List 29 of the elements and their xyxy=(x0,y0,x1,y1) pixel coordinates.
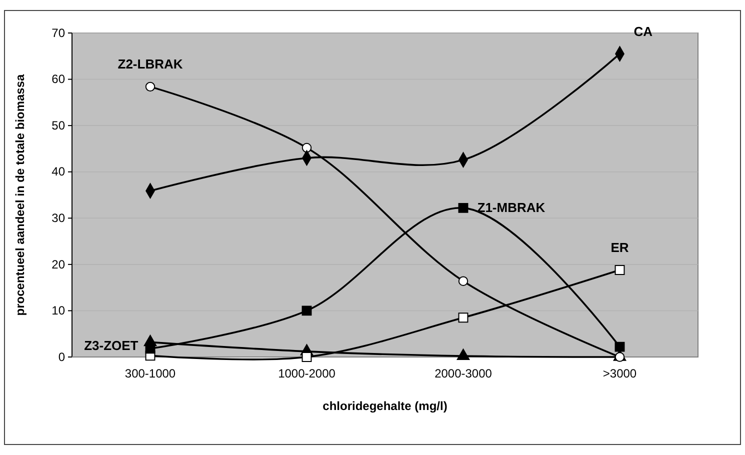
point xyxy=(302,142,312,153)
series-label: ER xyxy=(610,240,630,255)
y-tick-label: 10 xyxy=(52,304,66,318)
point xyxy=(614,342,625,352)
x-tick-label: >3000 xyxy=(602,366,637,381)
x-tick-label: 1000-2000 xyxy=(278,366,336,381)
y-tick-label: 0 xyxy=(58,350,66,364)
x-tick-label: 2000-3000 xyxy=(434,366,492,381)
point xyxy=(458,202,468,213)
x-tick-label: 300-1000 xyxy=(124,366,176,381)
y-tick-label: 30 xyxy=(52,210,66,225)
x-axis-title: chloridegehalte (mg/l) xyxy=(322,399,448,413)
y-tick-label: 20 xyxy=(52,257,66,272)
point xyxy=(302,306,312,316)
series-label: CA xyxy=(634,24,654,39)
point xyxy=(145,82,156,92)
series-label: Z3-ZOET xyxy=(84,338,138,354)
series-label: Z2-LBRAK xyxy=(118,56,184,72)
point xyxy=(614,352,625,362)
point xyxy=(614,265,625,275)
point xyxy=(458,276,468,286)
y-tick-label: 50 xyxy=(52,118,66,132)
y-tick-label: 70 xyxy=(52,26,66,40)
y-tick-label: 60 xyxy=(52,72,66,86)
point xyxy=(458,312,468,323)
series-label: Z1-MBRAK xyxy=(477,200,546,215)
point xyxy=(302,352,312,362)
y-tick-label: 40 xyxy=(52,164,66,179)
y-axis-title: procentueel aandeel in de totale biomassa xyxy=(13,74,27,316)
